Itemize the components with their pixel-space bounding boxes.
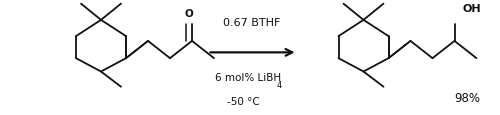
Text: 4: 4 — [276, 81, 281, 90]
Text: OH: OH — [462, 4, 481, 14]
Text: O: O — [184, 9, 194, 19]
Text: -50 °C: -50 °C — [227, 96, 260, 106]
Text: 98%: 98% — [454, 91, 480, 104]
Text: 0.67 BTHF: 0.67 BTHF — [224, 18, 280, 28]
Text: 6 mol% LiBH: 6 mol% LiBH — [215, 72, 281, 82]
